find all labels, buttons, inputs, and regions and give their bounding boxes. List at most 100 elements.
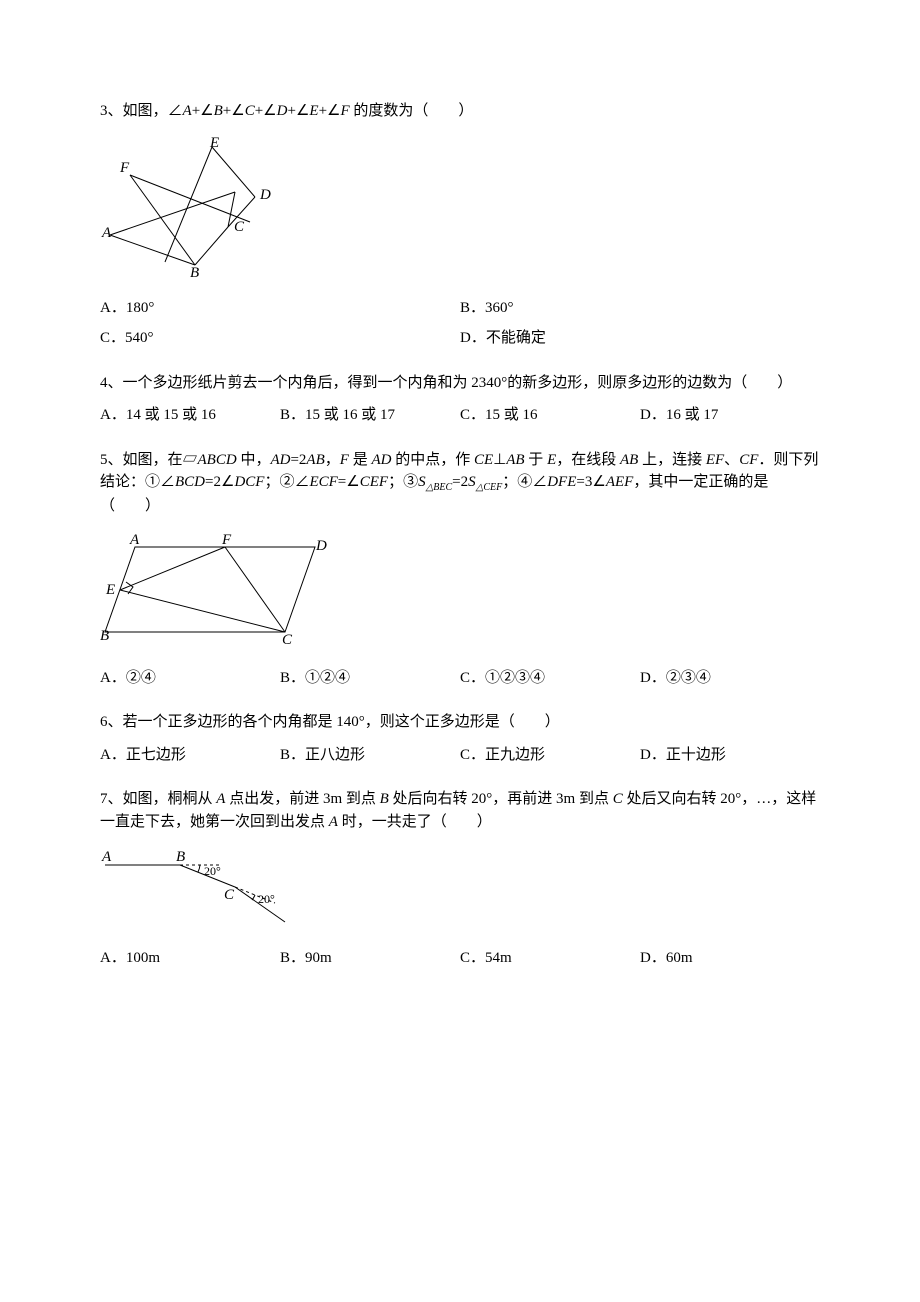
q4-opt-a: A．14 或 15 或 16 [100,404,280,427]
svg-text:A: A [101,849,112,865]
t: 、 [724,452,739,468]
var-a: A [183,103,192,119]
var-c: C [245,103,255,119]
q6-opt-d: D．正十边形 [640,744,820,767]
q3-options-2: C．540° D．不能确定 [100,327,820,350]
q3-stem: 3、如图，∠A+∠B+∠C+∠D+∠E+∠F 的度数为（ ） [100,100,820,123]
var-d: D [277,103,288,119]
sub: △BEC [426,482,453,493]
q3-opt-a: A．180° [100,297,460,320]
q7-options: A．100m B．90m C．54m D．60m [100,947,820,970]
q6-stem: 6、若一个正多边形的各个内角都是 140°，则这个正多边形是（ ） [100,711,820,734]
t: =2 [290,452,306,468]
t: ；②∠ [264,474,309,490]
q5-opt-c: C．①②③④ [460,667,640,690]
q6-opt-b: B．正八边形 [280,744,460,767]
v: ABCD [198,452,237,468]
t: 的中点，作 [391,452,474,468]
q7-opt-c: C．54m [460,947,640,970]
q5-opt-a: A．②④ [100,667,280,690]
t: ；③ [388,474,418,490]
q7-stem: 7、如图，桐桐从 A 点出发，前进 3m 到点 B 处后向右转 20°，再前进 … [100,788,820,833]
svg-text:E: E [209,137,219,151]
v: BCD [175,474,205,490]
question-6: 6、若一个正多边形的各个内角都是 140°，则这个正多边形是（ ） A．正七边形… [100,711,820,766]
q7-opt-a: A．100m [100,947,280,970]
q6-opt-a: A．正七边形 [100,744,280,767]
svg-text:F: F [119,160,130,176]
svg-text:B: B [190,265,199,277]
v: AD [371,452,391,468]
t: 7、如图，桐桐从 [100,791,216,807]
svg-text:20°: 20° [258,892,275,906]
t: 是 [349,452,372,468]
svg-text:B: B [176,849,185,865]
v: DCF [234,474,264,490]
t: 中， [237,452,271,468]
text: 的度数为（ ） [350,103,474,119]
t: =2 [452,474,468,490]
text: +∠ [287,103,309,119]
svg-text:20°: 20° [204,864,221,878]
q3-opt-c: C．540° [100,327,460,350]
svg-text:C: C [282,632,293,647]
svg-text:E: E [105,582,115,598]
v: F [340,452,349,468]
svg-text:B: B [100,628,109,644]
v: A [329,814,338,830]
q7-opt-b: B．90m [280,947,460,970]
q5-options: A．②④ B．①②④ C．①②③④ D．②③④ [100,667,820,690]
v: AEF [606,474,634,490]
svg-text:A: A [101,225,112,241]
t: 于 [525,452,548,468]
v: AB [506,452,524,468]
text: +∠ [255,103,277,119]
var-e: E [309,103,318,119]
q3-figure: A B C D E F [100,137,820,277]
q7-figure: A B C 20° 20° [100,847,820,927]
svg-text:C: C [234,219,245,235]
q5-opt-b: B．①②④ [280,667,460,690]
svg-text:D: D [259,187,271,203]
t: ， [325,452,340,468]
var-b: B [214,103,223,119]
v: C [613,791,623,807]
text: +∠ [192,103,214,119]
t: =∠ [338,474,360,490]
q3-opt-b: B．360° [460,297,820,320]
t: 时，一共走了（ ） [338,814,492,830]
text: +∠ [319,103,341,119]
q4-options: A．14 或 15 或 16 B．15 或 16 或 17 C．15 或 16 … [100,404,820,427]
t: 5、如图，在▱ [100,452,198,468]
svg-text:F: F [221,532,232,548]
q4-opt-b: B．15 或 16 或 17 [280,404,460,427]
t: ；④∠ [502,474,547,490]
q5-stem: 5、如图，在▱ABCD 中，AD=2AB，F 是 AD 的中点，作 CE⊥AB … [100,449,820,518]
q4-opt-c: C．15 或 16 [460,404,640,427]
q3-opt-d: D．不能确定 [460,327,820,350]
q5-opt-d: D．②③④ [640,667,820,690]
text: +∠ [223,103,245,119]
v: CEF [360,474,388,490]
v: AB [306,452,324,468]
svg-text:A: A [129,532,140,548]
t: 上，连接 [638,452,706,468]
question-7: 7、如图，桐桐从 A 点出发，前进 3m 到点 B 处后向右转 20°，再前进 … [100,788,820,970]
v: E [547,452,556,468]
v: EF [706,452,724,468]
q6-options: A．正七边形 B．正八边形 C．正九边形 D．正十边形 [100,744,820,767]
q7-opt-d: D．60m [640,947,820,970]
question-5: 5、如图，在▱ABCD 中，AD=2AB，F 是 AD 的中点，作 CE⊥AB … [100,449,820,690]
t: ⊥ [493,452,506,468]
t: 点出发，前进 3m 到点 [225,791,379,807]
v: ECF [309,474,337,490]
v: AD [270,452,290,468]
t: =3∠ [576,474,605,490]
v: DFE [547,474,576,490]
v: S [418,474,426,490]
sub: △CEF [476,482,503,493]
text: 3、如图，∠ [100,103,183,119]
t: ，在线段 [556,452,620,468]
v: CE [474,452,493,468]
v: AB [620,452,638,468]
